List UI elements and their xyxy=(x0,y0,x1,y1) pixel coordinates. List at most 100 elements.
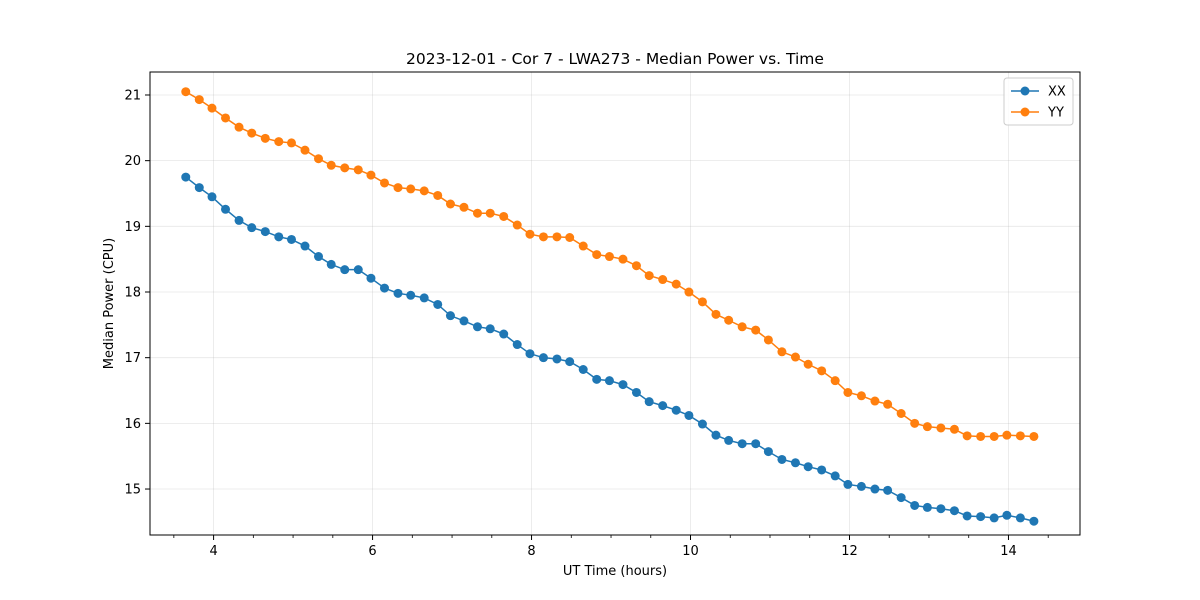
x-axis-label: UT Time (hours) xyxy=(563,564,667,579)
y-tick-label: 21 xyxy=(124,88,141,103)
series-layer xyxy=(181,87,1039,526)
y-axis-label: Median Power (CPU) xyxy=(102,238,117,369)
data-point-xx xyxy=(962,511,972,521)
data-point-yy xyxy=(777,347,787,357)
data-point-yy xyxy=(314,154,324,164)
data-point-xx xyxy=(870,484,880,494)
data-point-xx xyxy=(697,419,707,429)
data-point-xx xyxy=(181,172,191,182)
data-point-yy xyxy=(697,297,707,307)
x-tick-label: 10 xyxy=(682,544,699,559)
data-point-yy xyxy=(922,422,932,432)
data-point-yy xyxy=(604,252,614,262)
data-point-yy xyxy=(618,254,628,264)
data-point-xx xyxy=(843,479,853,489)
data-point-yy xyxy=(949,424,959,434)
data-point-xx xyxy=(459,316,469,326)
data-point-yy xyxy=(353,165,363,175)
data-point-xx xyxy=(737,439,747,449)
data-point-yy xyxy=(658,275,668,285)
data-point-yy xyxy=(843,387,853,397)
data-point-yy xyxy=(393,183,403,193)
y-axis: 15 16 17 18 19 20 21 xyxy=(124,88,150,498)
data-point-xx xyxy=(711,430,721,440)
data-point-xx xyxy=(856,481,866,491)
data-point-xx xyxy=(485,324,495,334)
data-point-xx xyxy=(472,322,482,332)
data-point-yy xyxy=(300,145,310,155)
data-point-xx xyxy=(207,192,217,202)
data-point-xx xyxy=(817,465,827,475)
y-tick-label: 16 xyxy=(124,417,141,432)
x-tick-label: 8 xyxy=(527,544,535,559)
data-point-yy xyxy=(684,287,694,297)
data-point-xx xyxy=(724,435,734,445)
data-point-xx xyxy=(1029,516,1039,526)
data-point-yy xyxy=(1015,431,1025,441)
data-point-yy xyxy=(538,232,548,242)
data-point-xx xyxy=(976,512,986,522)
grid xyxy=(150,72,1080,535)
data-point-yy xyxy=(379,178,389,188)
data-point-xx xyxy=(763,447,773,457)
data-point-yy xyxy=(207,103,217,113)
data-point-xx xyxy=(896,493,906,503)
data-point-xx xyxy=(578,365,588,374)
x-tick-label: 12 xyxy=(841,544,858,559)
data-point-xx xyxy=(618,380,628,390)
data-point-yy xyxy=(181,87,191,97)
legend-marker-yy xyxy=(1020,107,1030,117)
data-point-yy xyxy=(737,322,747,332)
data-point-xx xyxy=(274,232,284,242)
data-point-yy xyxy=(1029,431,1039,441)
data-point-yy xyxy=(512,220,522,230)
data-point-xx xyxy=(658,401,668,411)
data-point-xx xyxy=(221,204,231,214)
data-point-yy xyxy=(445,199,455,209)
data-point-yy xyxy=(1002,430,1012,440)
data-point-xx xyxy=(445,311,455,321)
legend: XX YY xyxy=(1003,77,1074,126)
data-point-yy xyxy=(962,431,972,441)
data-point-xx xyxy=(326,259,336,269)
data-point-xx xyxy=(538,353,548,363)
y-tick-label: 18 xyxy=(124,286,141,301)
data-point-yy xyxy=(485,208,495,218)
data-point-xx xyxy=(234,215,244,225)
data-point-yy xyxy=(433,190,443,200)
legend-label-yy: YY xyxy=(1047,106,1064,121)
y-tick-label: 17 xyxy=(124,351,141,366)
legend-label-xx: XX xyxy=(1048,85,1066,100)
data-point-yy xyxy=(221,113,231,123)
data-point-yy xyxy=(870,396,880,406)
data-point-yy xyxy=(883,399,893,409)
data-point-xx xyxy=(419,293,429,303)
data-point-yy xyxy=(565,233,575,242)
data-point-yy xyxy=(936,423,946,433)
data-point-yy xyxy=(472,208,482,218)
data-point-xx xyxy=(565,357,575,367)
data-point-xx xyxy=(525,349,535,359)
y-tick-label: 19 xyxy=(124,220,141,235)
data-point-xx xyxy=(631,387,641,397)
y-tick-label: 15 xyxy=(124,483,141,498)
data-point-yy xyxy=(830,376,840,386)
data-point-xx xyxy=(433,299,443,309)
data-point-yy xyxy=(644,271,654,281)
data-point-yy xyxy=(790,352,800,362)
data-point-xx xyxy=(194,183,204,193)
data-point-yy xyxy=(631,261,641,271)
data-point-xx xyxy=(803,462,813,472)
y-tick-label: 20 xyxy=(124,154,141,169)
data-point-xx xyxy=(751,439,761,449)
data-point-yy xyxy=(976,431,986,441)
data-point-yy xyxy=(419,186,429,196)
data-point-xx xyxy=(949,506,959,516)
data-point-yy xyxy=(340,163,350,173)
plot-area-frame xyxy=(149,71,1081,536)
data-point-xx xyxy=(790,458,800,468)
data-point-xx xyxy=(684,410,694,420)
data-point-yy xyxy=(499,211,509,221)
x-tick-label: 4 xyxy=(209,544,217,559)
